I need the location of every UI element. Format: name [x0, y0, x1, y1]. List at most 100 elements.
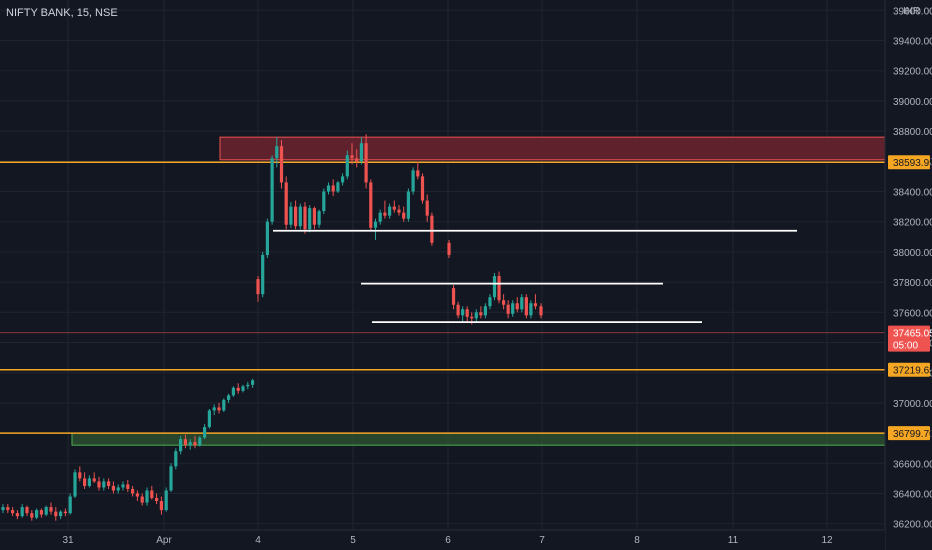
- candle-body: [373, 221, 378, 228]
- candle-body: [279, 146, 284, 183]
- candle-body: [6, 507, 10, 511]
- symbol-title[interactable]: NIFTY BANK, 15, NSE: [6, 7, 118, 19]
- candle-body: [456, 304, 460, 316]
- candle-body: [207, 410, 211, 428]
- grid: [0, 0, 885, 530]
- candle-body: [121, 484, 125, 488]
- price-label-text: 36799.70: [893, 429, 932, 440]
- candle-body: [488, 297, 492, 307]
- candle-body: [174, 451, 178, 467]
- candle-body: [63, 511, 67, 514]
- candle-body: [461, 309, 465, 316]
- candle-body: [87, 478, 91, 486]
- level-price-badge: [888, 426, 930, 441]
- level-price-badge: [888, 362, 930, 377]
- candle-body: [126, 484, 130, 489]
- candle-body: [222, 399, 226, 411]
- candle-body: [317, 211, 321, 225]
- y-tick-label: 38800.00: [893, 127, 932, 138]
- countdown-text: 05:00: [893, 341, 918, 352]
- candle-body: [92, 478, 96, 482]
- trend-lines[interactable]: [273, 229, 797, 324]
- candle-body: [212, 407, 216, 411]
- candle-body: [217, 407, 221, 411]
- candle-body: [388, 206, 392, 216]
- candle-body: [193, 442, 197, 446]
- candle-body: [465, 309, 469, 317]
- horizontal-levels[interactable]: [0, 161, 885, 434]
- candle-body: [520, 297, 524, 310]
- resistance-zone[interactable]: [219, 136, 886, 161]
- x-tick-label: Apr: [156, 535, 172, 546]
- candle-body: [73, 472, 77, 497]
- candle-body: [369, 182, 373, 228]
- candle-body: [179, 439, 183, 452]
- candle-body: [261, 254, 265, 295]
- candle-body: [68, 496, 72, 514]
- candle-body: [169, 466, 173, 491]
- price-zones[interactable]: [71, 136, 886, 446]
- candle-body: [470, 316, 474, 319]
- y-tick-label: 38000.00: [893, 248, 932, 259]
- candle-body: [135, 493, 139, 497]
- x-tick-label: 4: [255, 535, 261, 546]
- candle-body: [539, 306, 543, 316]
- candle-body: [378, 212, 382, 222]
- candle-body: [529, 303, 533, 316]
- candle-body: [497, 276, 501, 301]
- candle-body: [533, 303, 538, 307]
- candle-body: [406, 191, 410, 219]
- x-tick-label: 6: [445, 535, 451, 546]
- y-tick-label: 36200.00: [893, 520, 932, 531]
- candle-body: [246, 384, 250, 387]
- candle-body: [198, 437, 202, 446]
- candle-body: [294, 206, 298, 227]
- time-axis[interactable]: [0, 530, 885, 550]
- candle-body: [116, 487, 120, 491]
- candle-body: [326, 185, 331, 192]
- level-price-badge: [888, 155, 930, 170]
- candle-body: [39, 510, 43, 515]
- y-tick-label: 36400.00: [893, 490, 932, 501]
- candle-body: [506, 304, 510, 314]
- candle-body: [183, 439, 187, 446]
- price-axis[interactable]: [885, 0, 932, 550]
- candle-body: [270, 158, 274, 222]
- candle-body: [1, 507, 5, 511]
- candle-body: [83, 478, 87, 486]
- y-tick-label: 39200.00: [893, 67, 932, 78]
- candle-body: [241, 386, 245, 391]
- candle-body: [359, 143, 363, 162]
- candle-body: [336, 182, 340, 192]
- candle-body: [227, 395, 231, 400]
- candle-body: [251, 380, 255, 385]
- candle-body: [25, 507, 29, 514]
- candle-body: [131, 488, 135, 494]
- candle-body: [402, 212, 406, 219]
- candle-body: [364, 143, 368, 183]
- candle-body: [397, 209, 401, 213]
- candle-body: [355, 158, 359, 162]
- candle-body: [289, 206, 293, 225]
- candle-body: [350, 155, 354, 159]
- candle-body: [164, 490, 168, 511]
- candle-body: [256, 279, 260, 295]
- candle-body: [479, 312, 483, 316]
- candle-body: [303, 206, 307, 230]
- candle-body: [11, 510, 15, 514]
- candle-body: [145, 490, 149, 503]
- y-tick-label: 39400.00: [893, 37, 932, 48]
- price-label-text: 37465.05: [893, 329, 932, 340]
- y-tick-label: 37000.00: [893, 399, 932, 410]
- candle-body: [236, 387, 240, 391]
- candle-body: [35, 510, 39, 518]
- price-label-text: 37219.65: [893, 366, 932, 377]
- candle-body: [392, 206, 396, 210]
- candle-body: [312, 208, 316, 225]
- candle-body: [411, 170, 415, 192]
- candle-body: [188, 442, 192, 446]
- x-tick-label: 31: [62, 535, 74, 546]
- candle-body: [284, 182, 288, 225]
